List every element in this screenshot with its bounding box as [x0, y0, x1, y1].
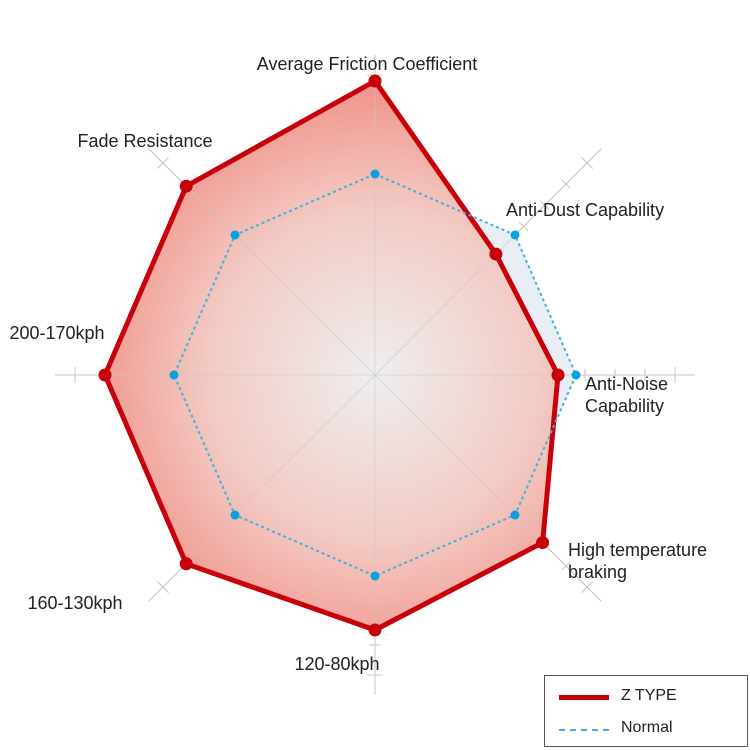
- ztype-point-4: [368, 623, 382, 637]
- ztype-point-7: [179, 179, 193, 193]
- normal-point-7: [230, 230, 240, 240]
- legend-swatch-normal: [559, 729, 609, 731]
- normal-point-6: [169, 370, 179, 380]
- axis-label-line: Anti-Noise: [585, 374, 668, 394]
- axis-labels: Average Friction Coefficient Anti-Dust Ca…: [9, 54, 707, 674]
- axis-label-line: Average Friction Coefficient: [257, 54, 477, 74]
- axis-label-4: 120-80kph: [294, 654, 379, 674]
- axis-label-line: 160-130kph: [27, 593, 122, 613]
- axis-label-5: 160-130kph: [27, 593, 122, 613]
- ztype-point-2: [551, 368, 565, 382]
- axis-label-2: Anti-Noise Capability: [585, 374, 668, 416]
- normal-point-0: [370, 169, 380, 179]
- legend-swatch-ztype: [559, 695, 609, 700]
- normal-point-2: [571, 370, 581, 380]
- legend-label-normal: Normal: [621, 719, 673, 736]
- ztype-point-0: [368, 74, 382, 88]
- axis-label-line: 120-80kph: [294, 654, 379, 674]
- ztype-series: [55, 55, 695, 695]
- ztype-point-1: [489, 247, 503, 261]
- legend-label-ztype: Z TYPE: [621, 687, 677, 704]
- axis-label-1: Anti-Dust Capability: [506, 200, 664, 220]
- axis-label-line: Capability: [585, 396, 664, 416]
- axis-label-line: 200-170kph: [9, 323, 104, 343]
- axis-label-line: Fade Resistance: [77, 131, 212, 151]
- legend: Z TYPE Normal: [544, 675, 748, 747]
- ztype-point-6: [98, 368, 112, 382]
- axis-label-6: 200-170kph: [9, 323, 104, 343]
- axis-label-3: High temperature braking: [568, 540, 707, 582]
- axis-overlay-1: [374, 148, 602, 376]
- normal-series: [169, 169, 581, 581]
- legend-item-normal: Normal: [545, 718, 747, 742]
- axis-label-line: Anti-Dust Capability: [506, 200, 664, 220]
- axis-label-0: Average Friction Coefficient: [257, 54, 477, 74]
- axis-label-7: Fade Resistance: [77, 131, 212, 151]
- axis-label-line: braking: [568, 562, 627, 582]
- ztype-fill: [105, 81, 558, 630]
- ztype-point-5: [179, 557, 193, 571]
- axis-label-line: High temperature: [568, 540, 707, 560]
- legend-item-ztype: Z TYPE: [545, 686, 747, 710]
- axis-overlay-3: [374, 374, 602, 602]
- normal-point-1: [510, 230, 520, 240]
- normal-point-3: [510, 510, 520, 520]
- normal-point-5: [230, 510, 240, 520]
- ztype-point-3: [536, 536, 550, 550]
- normal-point-4: [370, 571, 380, 581]
